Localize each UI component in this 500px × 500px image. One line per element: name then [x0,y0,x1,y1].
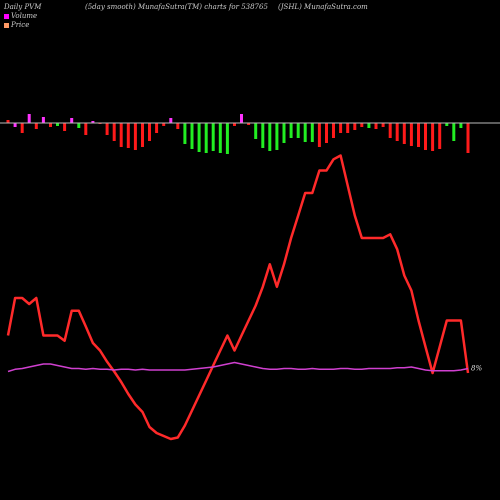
volume-bar [275,123,279,150]
volume-bar [332,123,335,138]
legend-swatch-volume [4,13,9,19]
volume-bar [56,123,59,126]
volume-bar [91,121,95,123]
volume-bar [268,123,272,151]
volume-bar [70,118,74,123]
volume-bar [409,123,413,146]
legend-item-price: Price [4,21,29,29]
volume-bar [126,123,130,148]
volume-bar [49,123,52,127]
volume-bar [119,123,123,147]
volume-bar [466,123,470,153]
volume-bar [424,123,427,150]
volume-bar [20,123,24,133]
volume-bar [169,118,173,123]
annotation-label: 8% [471,365,482,373]
volume-bar [395,123,399,141]
volume-bar [346,123,350,133]
chart-header-left: Daily PVM [4,3,42,11]
legend-item-volume: Volume [4,12,37,20]
volume-bar [310,123,314,142]
volume-bar [204,123,208,153]
volume-bar [197,123,201,152]
volume-bar [282,123,286,143]
volume-line [7,361,469,373]
volume-bar [388,123,392,138]
volume-bar [417,123,420,147]
volume-bar [77,123,81,128]
volume-bar [63,123,67,131]
volume-bar [452,123,456,141]
volume-bar [27,114,31,123]
volume-bar [402,123,406,144]
volume-bar [141,123,144,147]
volume-bar [225,123,229,154]
volume-bar [438,123,442,149]
volume-bar [289,123,293,138]
legend-label-volume: Volume [11,12,38,20]
volume-bar [360,123,364,127]
volume-bar [84,123,88,135]
volume-bar [353,123,357,130]
volume-bar [240,114,243,123]
price-line [6,154,470,441]
volume-bar [374,123,378,129]
volume-bar [339,123,343,133]
volume-bar [13,123,17,127]
volume-bar [381,123,385,127]
chart-annotations: 8% [471,365,482,373]
price-volume-lines [6,154,470,441]
volume-bar [105,123,109,135]
legend-label-price: Price [11,21,30,29]
volume-bar [325,123,328,143]
volume-bar [218,123,222,153]
volume-bar [247,123,251,125]
legend-swatch-price [4,22,9,28]
volume-bars [6,114,470,154]
volume-bar [133,123,137,150]
volume-bar [317,123,321,147]
volume-bar [183,123,187,144]
volume-bar [233,123,236,126]
volume-bar [190,123,194,149]
volume-bar [176,123,180,129]
volume-bar [261,123,265,148]
volume-bar [445,123,449,126]
volume-bar [155,123,159,133]
volume-bar [162,123,166,126]
volume-bar [211,123,215,151]
volume-bar [296,123,300,138]
volume-bar [6,120,10,123]
volume-bar [303,123,307,142]
volume-bar [367,123,371,128]
volume-bar [431,123,435,151]
chart-header-right: (JSHL) MunafaSutra.com [278,3,368,11]
volume-bar [34,123,38,129]
volume-bar [41,117,45,123]
chart-header-middle: (5day smooth) MunafaSutra(TM) charts for… [85,3,268,11]
volume-bar [459,123,463,128]
volume-bar [112,123,116,141]
volume-bar [148,123,151,141]
volume-bar [254,123,258,139]
